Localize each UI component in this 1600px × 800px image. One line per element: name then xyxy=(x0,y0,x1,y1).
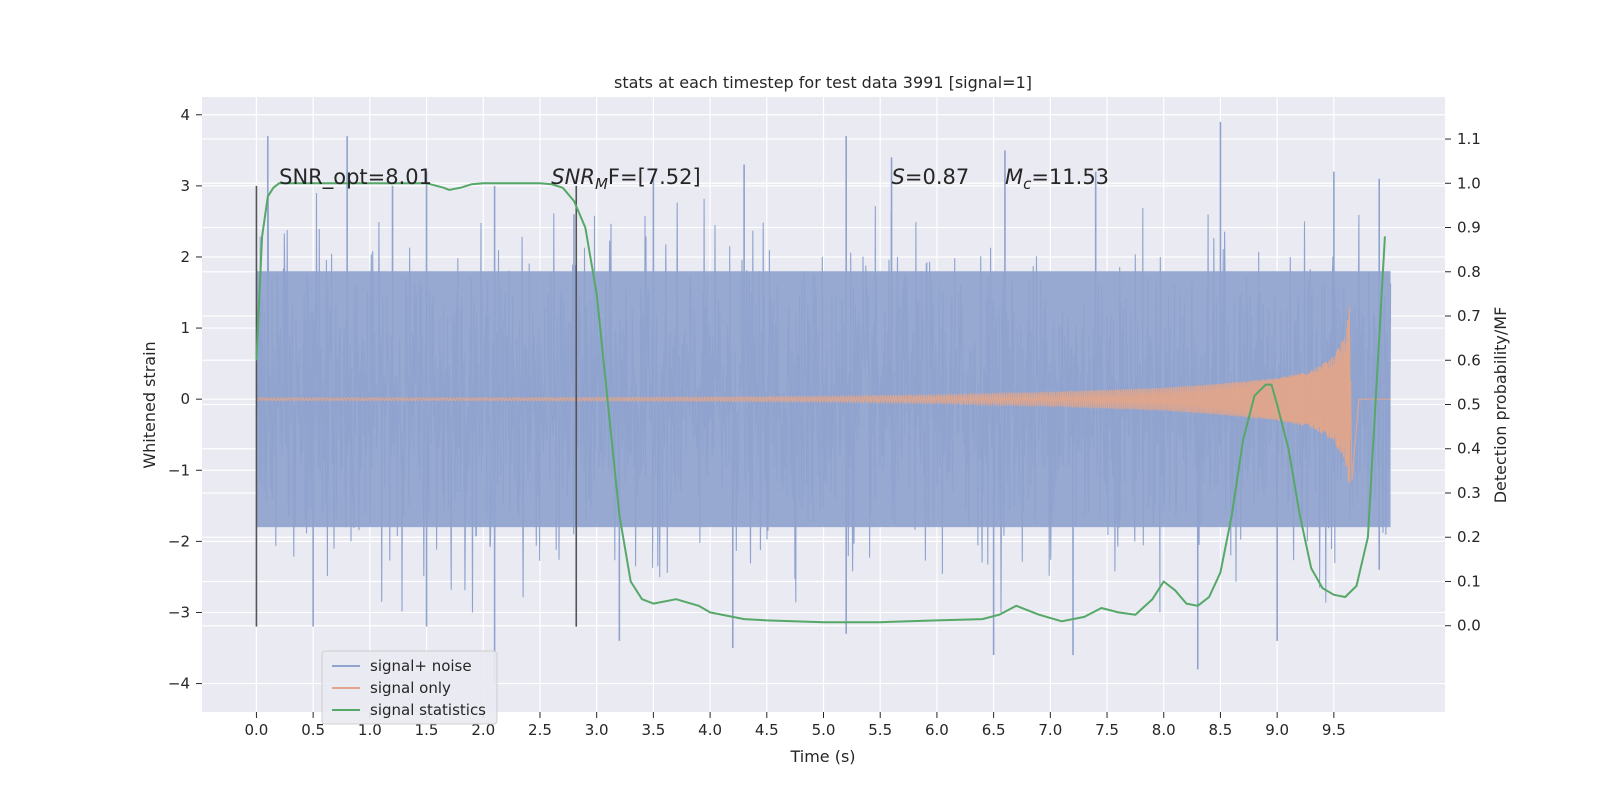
y-left-tick-label: −3 xyxy=(168,603,190,621)
y-left-tick-label: 2 xyxy=(180,248,190,266)
y-right-tick-label: 1.0 xyxy=(1457,174,1481,192)
x-tick-label: 2.5 xyxy=(528,721,552,739)
vertical-markers xyxy=(255,185,578,627)
chart-title: stats at each timestep for test data 399… xyxy=(614,73,1032,92)
y-right-tick-label: 0.8 xyxy=(1457,263,1481,281)
x-tick-label: 3.0 xyxy=(585,721,609,739)
legend-entry: signal statistics xyxy=(370,701,486,719)
y-left-tick-label: −4 xyxy=(168,675,190,693)
y-right-tick-label: 0.0 xyxy=(1457,617,1481,635)
y-left-tick-label: −2 xyxy=(168,532,190,550)
x-tick-label: 1.0 xyxy=(358,721,382,739)
y-axis-left-ticks: −4 −3 −2 −1 0 1 2 3 4 xyxy=(168,106,202,693)
y-left-tick-label: 1 xyxy=(180,319,190,337)
y-right-tick-label: 0.3 xyxy=(1457,484,1481,502)
x-tick-label: 6.5 xyxy=(982,721,1006,739)
y-right-tick-label: 0.9 xyxy=(1457,219,1481,237)
x-axis-ticks: 0.0 0.5 1.0 1.5 2.0 2.5 3.0 3.5 4.0 4.5 5.0 5.5 6.0 6… xyxy=(245,712,1346,739)
x-tick-label: 1.5 xyxy=(415,721,439,739)
annotation-snr_opt: SNR_opt=8.01 xyxy=(279,165,432,190)
x-tick-label: 5.5 xyxy=(868,721,892,739)
legend-entry: signal+ noise xyxy=(370,657,472,675)
x-tick-label: 9.0 xyxy=(1265,721,1289,739)
x-tick-label: 5.0 xyxy=(812,721,836,739)
x-tick-label: 0.0 xyxy=(245,721,269,739)
y-left-tick-label: 4 xyxy=(180,106,190,124)
y-right-tick-label: 1.1 xyxy=(1457,130,1481,148)
legend: signal+ noise signal only signal statistic… xyxy=(321,650,498,725)
x-tick-label: 8.0 xyxy=(1152,721,1176,739)
y-left-tick-label: 3 xyxy=(180,177,190,195)
signal-statistics-series xyxy=(255,182,1386,624)
x-tick-label: 4.5 xyxy=(755,721,779,739)
y-right-tick-label: 0.6 xyxy=(1457,351,1481,369)
signal-statistics-line xyxy=(255,182,1386,624)
x-tick-label: 4.0 xyxy=(698,721,722,739)
signal-only-series xyxy=(256,306,1391,483)
x-tick-label: 6.0 xyxy=(925,721,949,739)
annotation-s_val: S=0.87 xyxy=(892,165,970,189)
legend-box xyxy=(321,650,498,725)
y-axis-right-label: Detection probability/MF xyxy=(1491,307,1510,504)
y-right-tick-label: 0.1 xyxy=(1457,572,1481,590)
y-left-tick-label: −1 xyxy=(168,461,190,479)
x-tick-label: 7.5 xyxy=(1095,721,1119,739)
x-tick-label: 0.5 xyxy=(301,721,325,739)
y-right-tick-label: 0.5 xyxy=(1457,396,1481,414)
y-axis-left-label: Whitened strain xyxy=(140,341,159,468)
legend-entry: signal only xyxy=(370,679,451,697)
x-tick-label: 2.0 xyxy=(471,721,495,739)
y-right-tick-label: 0.2 xyxy=(1457,528,1481,546)
annotation-mc_val: Mc=11.53 xyxy=(1005,165,1109,193)
x-tick-label: 7.0 xyxy=(1038,721,1062,739)
x-axis-label: Time (s) xyxy=(789,747,855,766)
y-left-tick-label: 0 xyxy=(180,390,190,408)
y-right-tick-label: 0.7 xyxy=(1457,307,1481,325)
signal-only-line xyxy=(256,306,1391,483)
y-axis-right-ticks: 0.0 0.1 0.2 0.3 0.4 0.5 0.6 0.7 0.8 0.9 1.0 1.1 xyxy=(1445,130,1481,635)
x-tick-label: 8.5 xyxy=(1209,721,1233,739)
x-tick-label: 3.5 xyxy=(641,721,665,739)
y-right-tick-label: 0.4 xyxy=(1457,440,1481,458)
annotations: SNR_opt=8.01 SNRMF=[7.52] S=0.87 Mc=11.53 xyxy=(279,165,1109,193)
annotation-snr_mf: SNRMF=[7.52] xyxy=(551,165,700,193)
x-tick-label: 9.5 xyxy=(1322,721,1346,739)
